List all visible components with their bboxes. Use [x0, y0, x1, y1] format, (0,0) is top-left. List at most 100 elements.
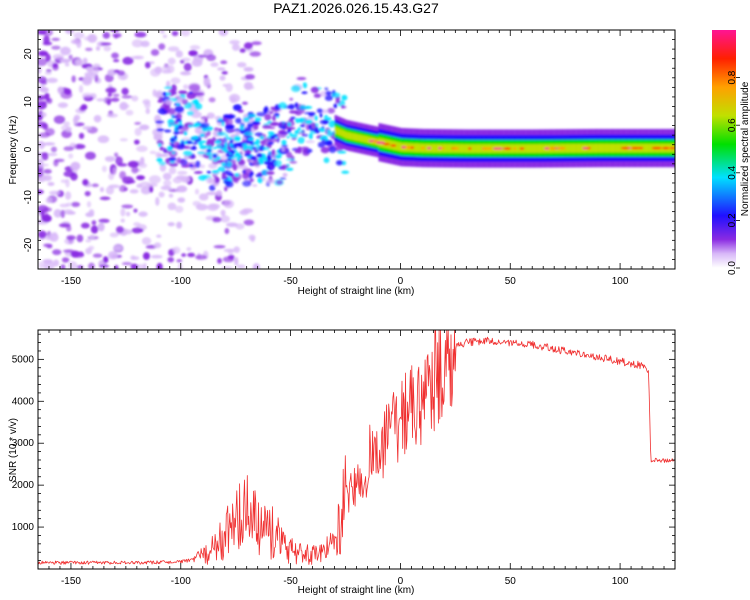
snr-x-tick-label: -50: [283, 576, 298, 587]
spectrogram-energy-blob: [221, 172, 226, 179]
spectrogram-energy-blob: [183, 150, 193, 157]
snr-ylabel: SNR (10 * v/v): [8, 418, 19, 482]
spectrogram-hot-blob: [199, 144, 206, 150]
spectrogram-x-tick-label: -150: [61, 276, 81, 287]
spectrogram-ridge-cell: [569, 143, 572, 153]
spectrogram-noise-blob: [156, 262, 163, 269]
spectrogram-noise-blob: [227, 254, 235, 260]
spectrogram-energy-blob: [180, 160, 186, 164]
spectrogram-noise-blob: [60, 264, 66, 269]
spectrogram-energy-blob: [296, 77, 307, 81]
spectrogram-hot-blob: [308, 114, 314, 117]
spectrogram-energy-blob: [262, 137, 271, 143]
spectrogram-noise-blob: [251, 41, 262, 46]
spectrogram-noise-blob: [46, 245, 53, 249]
spectrogram-energy-blob: [228, 129, 236, 133]
chart-title: PAZ1.2026.026.15.43.G27: [273, 0, 439, 16]
spectrogram-xlabel: Height of straight line (km): [298, 286, 415, 297]
spectrogram-noise-blob: [64, 62, 70, 67]
spectrogram-noise-blob: [90, 225, 99, 234]
spectrogram-noise-blob: [243, 42, 253, 50]
spectrogram-noise-blob: [85, 212, 95, 218]
spectrogram-noise-blob: [88, 245, 95, 251]
spectrogram-noise-blob: [136, 175, 145, 181]
spectrogram-energy-blob: [222, 136, 228, 144]
spectrogram-noise-blob: [107, 93, 113, 97]
spectrogram-noise-blob: [38, 76, 47, 84]
spectrogram-noise-blob: [120, 218, 125, 223]
spectrogram-energy-blob: [178, 90, 188, 95]
spectrogram-noise-blob: [121, 262, 132, 266]
spectrogram-noise-blob: [65, 178, 70, 188]
spectrogram-noise-blob: [38, 189, 44, 195]
spectrogram-noise-blob: [205, 191, 218, 196]
spectrogram-energy-blob: [331, 92, 341, 98]
spectrogram-x-tick-label: 0: [398, 276, 404, 287]
spectrogram-hot-blob: [192, 135, 199, 140]
spectrogram-noise-blob: [101, 165, 107, 173]
snr-x-tick-label: 100: [612, 576, 629, 587]
spectrogram-noise-blob: [131, 39, 144, 48]
spectrogram-energy-blob: [268, 126, 276, 130]
spectrogram-hot-blob: [205, 152, 213, 156]
spectrogram-noise-blob: [68, 54, 73, 61]
spectrogram-noise-blob: [217, 258, 222, 264]
spectrogram-noise-blob: [144, 61, 151, 69]
spectrogram-noise-blob: [119, 170, 127, 180]
spectrogram-hot-blob: [206, 149, 212, 153]
spectrogram-hot-blob: [212, 146, 217, 150]
spectrogram-noise-blob: [220, 209, 226, 217]
spectrogram-energy-blob: [186, 91, 197, 100]
spectrogram-ridge-cell: [398, 142, 401, 151]
spectrogram-noise-blob: [93, 115, 102, 123]
spectrogram-energy-blob: [278, 102, 287, 110]
spectrogram-hot-blob: [172, 115, 179, 119]
spectrogram-noise-blob: [84, 151, 96, 160]
spectrogram-noise-blob: [112, 59, 120, 63]
spectrogram-noise-blob: [159, 30, 165, 34]
spectrogram-hot-blob: [212, 158, 218, 162]
spectrogram-ylabel: Frequency (Hz): [8, 116, 19, 185]
spectrogram-noise-blob: [113, 152, 119, 158]
spectrogram-x-tick-label: -50: [283, 276, 298, 287]
spectrogram-noise-blob: [162, 34, 168, 38]
spectrogram-noise-blob: [59, 58, 71, 63]
spectrogram-noise-blob: [187, 252, 195, 258]
spectrogram-energy-blob: [221, 170, 232, 174]
spectrogram-noise-blob: [198, 95, 204, 103]
spectrogram-peak-blob: [631, 146, 641, 150]
spectrogram-ridge-cell: [415, 143, 419, 153]
spectrogram-noise-blob: [43, 35, 50, 45]
spectrogram-energy-blob: [278, 122, 286, 127]
spectrogram-noise-blob: [167, 222, 175, 227]
spectrogram-noise-blob: [239, 48, 246, 53]
spectrogram-noise-blob: [208, 203, 221, 209]
spectrogram-noise-blob: [175, 50, 184, 58]
spectrogram-hot-blob: [175, 127, 179, 130]
spectrogram-ridge-cell: [598, 143, 601, 153]
spectrogram-noise-blob: [221, 266, 233, 269]
spectrogram-ridge-cell: [418, 143, 421, 153]
spectrogram-peak-blob: [390, 144, 397, 147]
spectrogram-noise-blob: [149, 150, 157, 155]
spectrogram-noise-blob: [131, 227, 143, 234]
spectrogram-ridge-cell: [538, 144, 542, 153]
spectrogram-ridge-cell: [446, 144, 449, 153]
spectrogram-energy-blob: [262, 146, 270, 151]
spectrogram-noise-blob: [38, 30, 47, 35]
spectrogram-energy-blob: [269, 111, 274, 114]
spectrogram-peak-blob: [401, 146, 407, 149]
spectrogram-energy-blob: [213, 127, 220, 132]
spectrogram-noise-blob: [85, 47, 93, 52]
spectrogram-energy-blob: [328, 145, 337, 154]
spectrogram-energy-blob: [159, 146, 164, 151]
spectrogram-noise-blob: [248, 234, 256, 241]
spectrogram-noise-blob: [70, 161, 81, 171]
spectrogram-noise-blob: [167, 202, 177, 211]
spectrogram-hot-blob: [173, 132, 181, 135]
spectrogram-energy-blob: [171, 151, 176, 155]
spectrogram-energy-blob: [251, 160, 261, 167]
spectrogram-noise-blob: [85, 239, 92, 243]
spectrogram-noise-blob: [38, 230, 47, 239]
spectrogram-hot-blob: [236, 157, 241, 162]
